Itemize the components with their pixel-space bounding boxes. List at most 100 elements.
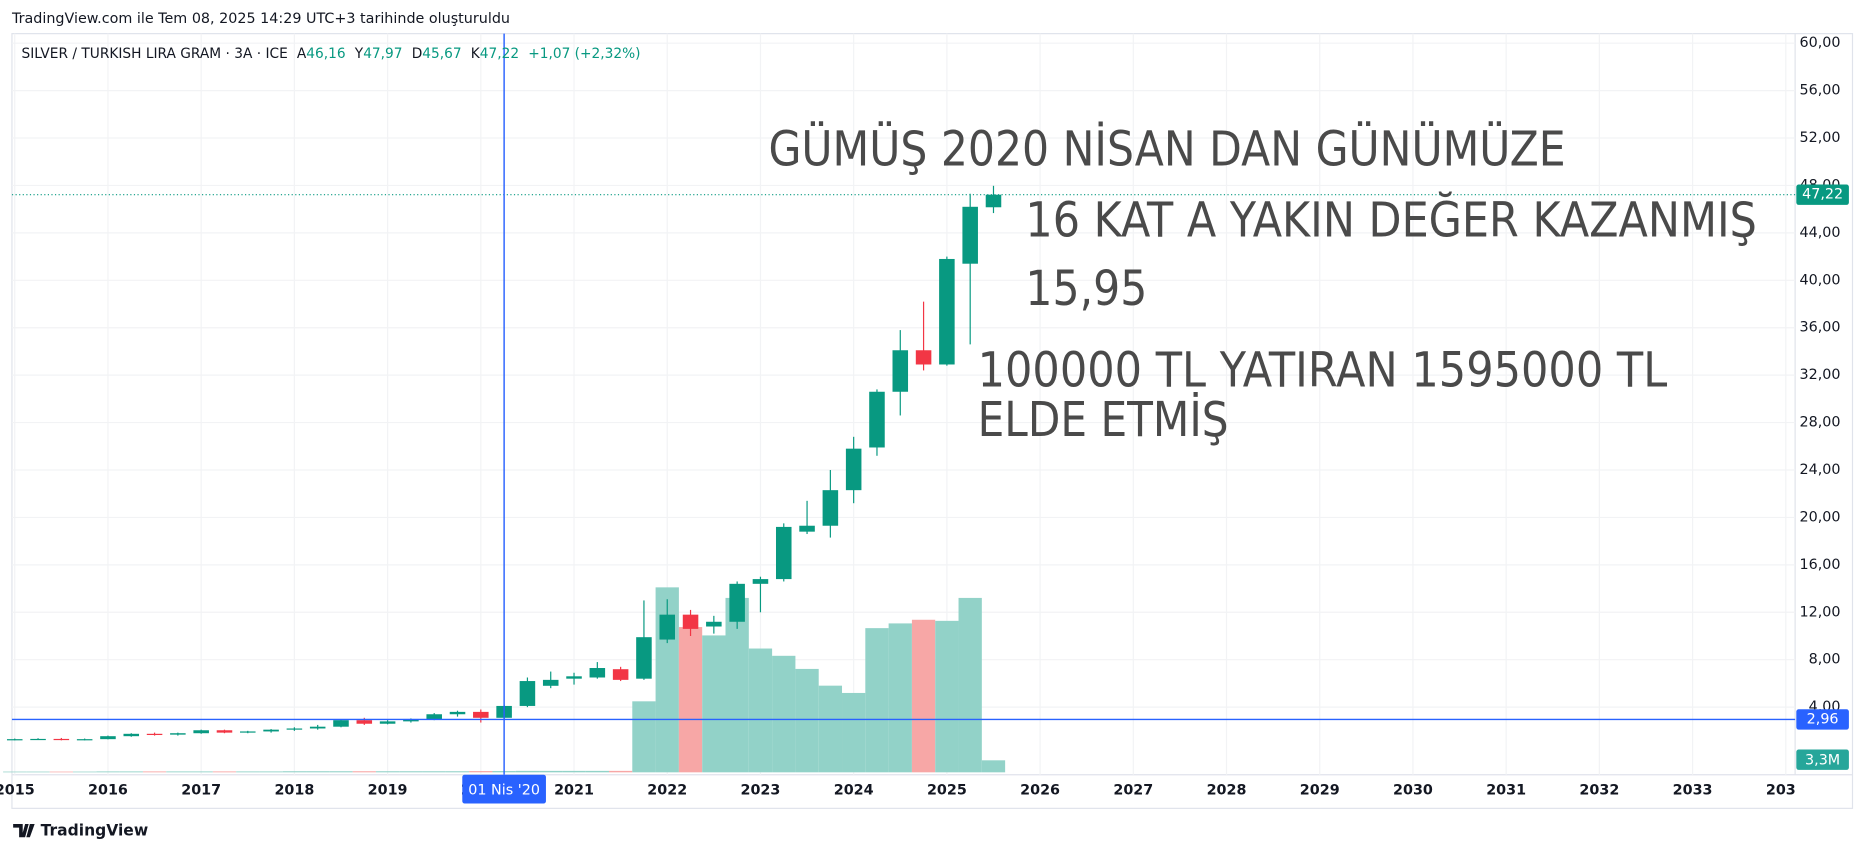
volume-bar <box>142 771 167 773</box>
legend-key: A <box>297 46 307 62</box>
y-tick-label: 32,00 <box>1800 367 1841 383</box>
candle-body <box>752 579 769 584</box>
candle-body <box>915 350 932 365</box>
candle-body <box>799 525 815 532</box>
volume-bar <box>49 771 74 773</box>
x-tick-label: 2017 <box>181 782 221 798</box>
x-tick-label: 2018 <box>274 782 314 798</box>
last-price-box <box>1796 184 1849 205</box>
x-tick-label: 2034 <box>1766 782 1806 798</box>
candle-body <box>775 526 792 580</box>
candle-body <box>566 676 582 679</box>
volume-bar <box>608 770 633 773</box>
volume-bar <box>329 771 353 773</box>
volume-bar <box>748 648 773 773</box>
annotation: ELDE ETMİŞ <box>978 392 1229 448</box>
legend-key: D <box>412 46 423 62</box>
volume-bar <box>166 771 190 773</box>
volume-bar <box>96 771 120 773</box>
x-tick-label: 2031 <box>1486 782 1526 798</box>
volume-bar <box>375 771 400 773</box>
y-tick-label: 8,00 <box>1809 652 1841 668</box>
volume-bar <box>585 770 609 773</box>
volume-bar <box>725 597 749 773</box>
x-tick-label: 2029 <box>1300 782 1340 798</box>
volume-bar <box>865 628 889 773</box>
candle-body <box>939 258 955 365</box>
annotation: 100000 TL YATIRAN 1595000 TL <box>978 343 1668 398</box>
y-tick-label: 52,00 <box>1800 130 1841 146</box>
volume-bar <box>958 597 982 773</box>
y-tick-label: 16,00 <box>1800 557 1841 573</box>
volume-bar <box>26 771 50 773</box>
annotation: 16 KAT A YAKIN DEĞER KAZANMIŞ <box>1025 191 1756 248</box>
y-tick-label: 28,00 <box>1800 415 1841 431</box>
y-tick-label: 44,00 <box>1800 225 1841 241</box>
volume-bar <box>259 771 283 773</box>
volume-bar <box>236 771 260 773</box>
candle-body <box>892 350 909 392</box>
candle-body <box>216 730 233 733</box>
x-tick-label: 2028 <box>1207 782 1247 798</box>
volume-bar <box>515 770 540 773</box>
volume-bar <box>73 771 97 773</box>
volume-bar <box>888 623 912 773</box>
volume-bar <box>678 627 703 773</box>
volume-bar <box>212 771 237 773</box>
legend-value: 47,97 <box>363 46 402 62</box>
x-tick-label: 2025 <box>927 782 967 798</box>
legend-key: K <box>471 46 481 62</box>
volume-bar <box>911 619 936 773</box>
candle-body <box>123 733 140 737</box>
annotation: 15,95 <box>1025 262 1147 317</box>
legend-symbol: SILVER / TURKISH LIRA GRAM · 3A · ICE <box>22 46 288 62</box>
volume-bar <box>282 771 307 773</box>
candle-body <box>53 738 70 741</box>
legend-change: +1,07 (+2,32%) <box>528 46 640 62</box>
candle-body <box>519 681 536 706</box>
crosshair-x-label: 01 Nis '20 <box>468 782 540 798</box>
volume-bar <box>119 771 143 773</box>
candle-body <box>612 669 629 680</box>
x-tick-label: 2027 <box>1113 782 1153 798</box>
volume-bar <box>539 770 563 773</box>
last-price-label: 47,22 <box>1802 187 1843 203</box>
candle-body <box>6 739 23 741</box>
crosshair-y-box <box>1796 709 1849 730</box>
x-tick-label: 2021 <box>554 782 594 798</box>
candle-body <box>659 614 676 640</box>
candle-body <box>869 391 885 448</box>
legend-value: 46,16 <box>306 46 345 62</box>
candle-body <box>76 739 93 741</box>
candle-body <box>240 731 256 733</box>
candle-body <box>845 448 862 491</box>
y-tick-label: 24,00 <box>1800 462 1841 478</box>
candle-body <box>286 728 303 730</box>
legend-value: 47,22 <box>480 46 519 62</box>
x-tick-label: 2032 <box>1579 782 1619 798</box>
volume-bar <box>469 771 493 773</box>
last-volume-label: 3,3M <box>1805 752 1840 768</box>
volume-bar <box>562 770 586 773</box>
chart-frame <box>11 33 1854 809</box>
volume-bar <box>3 771 27 773</box>
candle-body <box>729 583 745 622</box>
candle-body <box>962 206 978 264</box>
candle-body <box>636 637 652 679</box>
y-tick-label: 56,00 <box>1800 83 1841 99</box>
candle-body <box>333 720 349 727</box>
volume-bar <box>935 620 959 773</box>
candle-body <box>426 714 442 719</box>
x-tick-label: 2015 <box>0 782 35 798</box>
candle-body <box>100 736 116 740</box>
x-tick-label: 2019 <box>368 782 408 798</box>
candle-body <box>146 733 163 736</box>
y-tick-label: 60,00 <box>1800 35 1841 51</box>
y-tick-label: 36,00 <box>1800 320 1841 336</box>
candle-body <box>985 194 1002 208</box>
crosshair-y-label: 2,96 <box>1807 711 1839 727</box>
volume-bar <box>306 771 330 773</box>
crosshair-x-box <box>462 774 546 804</box>
x-tick-label: 2026 <box>1020 782 1060 798</box>
